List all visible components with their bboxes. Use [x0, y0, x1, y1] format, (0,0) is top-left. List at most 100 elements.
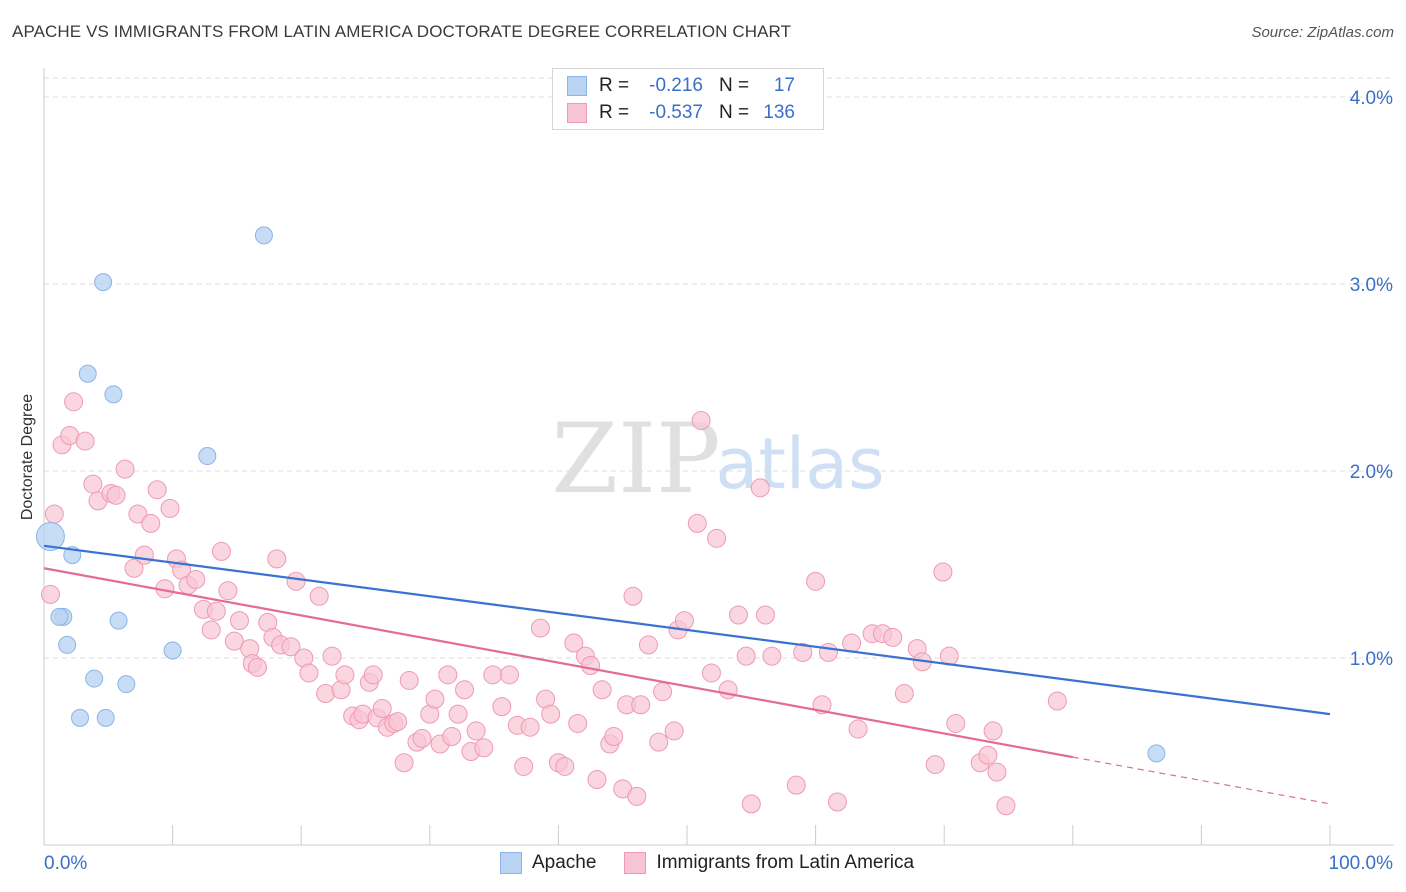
r-value: -0.537	[649, 102, 703, 123]
latin-point	[147, 480, 167, 500]
latin-point	[75, 431, 95, 451]
latin-point	[592, 680, 612, 700]
apache-swatch	[500, 852, 522, 874]
y-tick-label: 3.0%	[1350, 275, 1393, 296]
apache-point	[254, 226, 273, 245]
latin-point	[691, 411, 711, 431]
latin-point	[412, 728, 432, 748]
latin-point	[286, 571, 306, 591]
tick-labels: 1.0% 2.0% 3.0% 4.0% 0.0% 100.0%	[44, 88, 1393, 874]
r-label: R =	[599, 102, 630, 123]
trend-lines	[43, 544, 1331, 805]
latin-swatch	[624, 852, 647, 874]
latin-point	[299, 663, 319, 683]
latin-point	[653, 682, 673, 702]
apache-point	[96, 708, 115, 727]
legend-item-apache: Apache	[500, 852, 596, 874]
latin-point	[211, 541, 231, 561]
legend-item-latin: Immigrants from Latin America	[624, 852, 914, 874]
legend-label-apache: Apache	[532, 852, 597, 873]
latin-point	[247, 657, 267, 677]
legend-row-apache: R = -0.216 N = 17	[567, 74, 795, 98]
latin-point	[946, 713, 966, 733]
latin-point	[201, 620, 221, 640]
apache-point	[94, 273, 113, 292]
latin-point	[933, 562, 953, 582]
source-label: Source: ZipAtlas.com	[1251, 24, 1394, 41]
apache-swatch	[567, 76, 587, 96]
legend-label-latin: Immigrants from Latin America	[656, 852, 915, 873]
latin-point	[399, 670, 419, 690]
latin-point	[687, 513, 707, 533]
y-tick-label: 1.0%	[1350, 649, 1393, 670]
apache-point	[71, 708, 90, 727]
x-tick-label-min: 0.0%	[44, 853, 87, 874]
latin-point	[128, 504, 148, 524]
correlation-legend: R = -0.216 N = 17 R = -0.537 N = 136	[552, 68, 824, 130]
apache-point	[117, 675, 136, 694]
latin-point	[674, 611, 694, 631]
n-value: 136	[763, 102, 795, 123]
latin-point	[707, 528, 727, 548]
series-apache-points	[35, 226, 1166, 763]
latin-point	[483, 665, 503, 685]
latin-point	[555, 756, 575, 776]
apache-point	[198, 447, 217, 466]
latin-point	[83, 474, 103, 494]
latin-point	[587, 770, 607, 790]
latin-point	[530, 618, 550, 638]
latin-point	[206, 601, 226, 621]
latin-point	[309, 586, 329, 606]
latin-point	[267, 549, 287, 569]
latin-point	[842, 633, 862, 653]
r-value: -0.216	[649, 75, 703, 96]
latin-point	[44, 504, 64, 524]
latin-point	[1047, 691, 1067, 711]
latin-point	[604, 727, 624, 747]
series-legend: Apache Immigrants from Latin America	[500, 852, 942, 874]
latin-point	[363, 665, 383, 685]
latin-point	[827, 792, 847, 812]
latin-point	[160, 498, 180, 518]
y-tick-label: 2.0%	[1350, 462, 1393, 483]
latin-point	[564, 633, 584, 653]
latin-point	[520, 717, 540, 737]
latin-point	[448, 704, 468, 724]
latin-point	[983, 721, 1003, 741]
grid-layer	[44, 77, 1394, 659]
latin-point	[762, 646, 782, 666]
latin-point	[806, 571, 826, 591]
latin-point	[978, 745, 998, 765]
latin-point	[541, 704, 561, 724]
apache-point	[35, 521, 65, 551]
latin-point	[40, 584, 60, 604]
n-label: N =	[719, 102, 750, 123]
apache-point	[50, 607, 69, 626]
latin-point	[818, 642, 838, 662]
latin-point	[455, 680, 475, 700]
latin-point	[141, 513, 161, 533]
latin-point	[627, 786, 647, 806]
latin-point	[664, 721, 684, 741]
r-label: R =	[599, 75, 630, 96]
n-label: N =	[719, 75, 750, 96]
latin-trend-line	[43, 567, 1073, 759]
latin-point	[500, 665, 520, 685]
latin-point	[649, 732, 669, 752]
latin-point	[425, 689, 445, 709]
latin-point	[442, 727, 462, 747]
latin-point	[322, 646, 342, 666]
latin-point	[335, 665, 355, 685]
watermark: ZIP atlas	[551, 403, 884, 515]
latin-point	[281, 637, 301, 657]
apache-point	[58, 635, 77, 654]
latin-point	[568, 713, 588, 733]
latin-point	[793, 642, 813, 662]
n-value: 17	[773, 75, 795, 96]
latin-point	[701, 663, 721, 683]
latin-point	[631, 695, 651, 715]
latin-point	[474, 738, 494, 758]
latin-point	[996, 796, 1016, 816]
axis-layer	[43, 68, 1394, 846]
latin-point	[394, 753, 414, 773]
